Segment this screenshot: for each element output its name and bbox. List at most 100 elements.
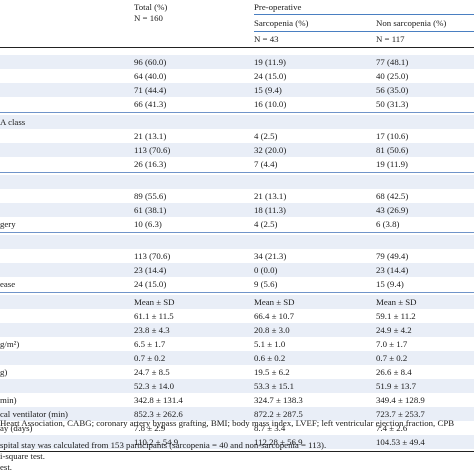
table-row: 64 (40.0) 24 (15.0) 40 (25.0) <box>0 69 474 83</box>
row-label: ease <box>0 279 16 289</box>
total-cell: 96 (60.0) <box>134 57 167 67</box>
total-cell: 113 (70.6) <box>134 251 171 261</box>
total-cell: 6.5 ± 1.7 <box>134 339 166 349</box>
table-row: 0.7 ± 0.2 0.6 ± 0.2 0.7 ± 0.2 <box>0 351 474 365</box>
sarcopenia-cell: 4 (2.5) <box>254 131 278 141</box>
sarcopenia-cell: 324.7 ± 138.3 <box>254 395 303 405</box>
total-cell: 24 (15.0) <box>134 279 167 289</box>
table-row: min) 342.8 ± 131.4 324.7 ± 138.3 349.4 ± 12… <box>0 393 474 407</box>
sarcopenia-cell: 16 (10.0) <box>254 99 287 109</box>
total-cell: 10 (6.3) <box>134 219 162 229</box>
table-row: ease 24 (15.0) 9 (5.6) 15 (9.4) <box>0 277 474 291</box>
total-cell: 24.7 ± 8.5 <box>134 367 170 377</box>
table-row: 23 (14.4) 0 (0.0) 23 (14.4) <box>0 263 474 277</box>
footnote-a: spital stay was calculated from 153 part… <box>0 440 327 450</box>
table-row: 66 (41.3) 16 (10.0) 50 (31.3) <box>0 97 474 111</box>
nonsarcopenia-cell: 104.53 ± 49.4 <box>376 437 425 447</box>
header-preop-rule <box>254 14 474 15</box>
nonsarcopenia-cell: 56 (35.0) <box>376 85 409 95</box>
sarcopenia-cell: 15 (9.4) <box>254 85 282 95</box>
table-bottom-rule <box>0 451 474 452</box>
table-row <box>0 235 474 249</box>
total-cell: 61.1 ± 11.5 <box>134 311 174 321</box>
header-bottom-rule <box>0 47 474 48</box>
nonsarcopenia-cell: 50 (31.3) <box>376 99 409 109</box>
nonsarcopenia-cell: 6 (3.8) <box>376 219 400 229</box>
header-sarcopenia-n: N = 43 <box>254 34 279 44</box>
footnote-c: est. <box>0 462 12 472</box>
nonsarcopenia-cell: 7.0 ± 1.7 <box>376 339 408 349</box>
header-sarcopenia-label: Sarcopenia (%) <box>254 18 309 28</box>
table-row: Mean ± SD Mean ± SD Mean ± SD <box>0 295 474 309</box>
nonsarcopenia-cell: 43 (26.9) <box>376 205 409 215</box>
nonsarcopenia-cell: 81 (50.6) <box>376 145 409 155</box>
section-rule <box>0 232 474 233</box>
sarcopenia-cell: 4 (2.5) <box>254 219 278 229</box>
sarcopenia-cell: 32 (20.0) <box>254 145 287 155</box>
total-cell: 852.3 ± 262.6 <box>134 409 183 419</box>
total-cell: 23 (14.4) <box>134 265 167 275</box>
nonsarcopenia-cell: 68 (42.5) <box>376 191 409 201</box>
sarcopenia-cell: 9 (5.6) <box>254 279 278 289</box>
table-row: 113 (70.6) 32 (20.0) 81 (50.6) <box>0 143 474 157</box>
total-cell: 21 (13.1) <box>134 131 167 141</box>
sarcopenia-cell: 872.2 ± 287.5 <box>254 409 303 419</box>
nonsarcopenia-cell: 79 (49.4) <box>376 251 409 261</box>
sarcopenia-cell: 20.8 ± 3.0 <box>254 325 290 335</box>
total-cell: 71 (44.4) <box>134 85 167 95</box>
sarcopenia-cell: 112.28 ± 56.9 <box>254 437 303 447</box>
sarcopenia-cell: 24 (15.0) <box>254 71 287 81</box>
nonsarcopenia-cell: 17 (10.6) <box>376 131 409 141</box>
row-label: min) <box>0 395 17 405</box>
table-row: 21 (13.1) 4 (2.5) 17 (10.6) <box>0 129 474 143</box>
nonsarcopenia-cell: 40 (25.0) <box>376 71 409 81</box>
section-rule <box>0 112 474 113</box>
total-cell: 23.8 ± 4.3 <box>134 325 170 335</box>
nonsarcopenia-cell: 723.7 ± 253.7 <box>376 409 425 419</box>
header-nonsarcopenia-label: Non sarcopenia (%) <box>376 18 447 28</box>
table-row: 113 (70.6) 34 (21.3) 79 (49.4) <box>0 249 474 263</box>
table-row: 23.8 ± 4.3 20.8 ± 3.0 24.9 ± 4.2 <box>0 323 474 337</box>
nonsarcopenia-cell: 15 (9.4) <box>376 279 404 289</box>
sarcopenia-cell: 0 (0.0) <box>254 265 278 275</box>
total-cell: 52.3 ± 14.0 <box>134 381 175 391</box>
header-preop-label: Pre-operative <box>254 2 302 12</box>
total-cell: Mean ± SD <box>134 297 175 307</box>
table-row: 89 (55.6) 21 (13.1) 68 (42.5) <box>0 189 474 203</box>
header-total-n: N = 160 <box>134 13 163 23</box>
table-row: 96 (60.0) 19 (11.9) 77 (48.1) <box>0 55 474 69</box>
footnote-b: i-square test. <box>0 451 45 461</box>
total-cell: 342.8 ± 131.4 <box>134 395 183 405</box>
sarcopenia-cell: 0.6 ± 0.2 <box>254 353 286 363</box>
table-row: 71 (44.4) 15 (9.4) 56 (35.0) <box>0 83 474 97</box>
total-cell: 61 (38.1) <box>134 205 167 215</box>
header-nonsarcopenia-n: N = 117 <box>376 34 405 44</box>
table-row: 110.2 ± 54.9 112.28 ± 56.9 104.53 ± 49.4 <box>0 435 474 449</box>
nonsarcopenia-cell: 24.9 ± 4.2 <box>376 325 412 335</box>
table-row: 26 (16.3) 7 (4.4) 19 (11.9) <box>0 157 474 171</box>
row-label: cal ventilator (min) <box>0 409 68 419</box>
section-rule <box>0 292 474 293</box>
nonsarcopenia-cell: 51.9 ± 13.7 <box>376 381 417 391</box>
total-cell: 89 (55.6) <box>134 191 167 201</box>
nonsarcopenia-cell: 0.7 ± 0.2 <box>376 353 408 363</box>
table-row: gery 10 (6.3) 4 (2.5) 6 (3.8) <box>0 217 474 231</box>
header-sub-rule <box>254 31 474 32</box>
table-row <box>0 175 474 189</box>
table-row: 61.1 ± 11.5 66.4 ± 10.7 59.1 ± 11.2 <box>0 309 474 323</box>
sarcopenia-cell: 19 (11.9) <box>254 57 286 67</box>
sarcopenia-cell: 8.7 ± 3.4 <box>254 423 286 433</box>
nonsarcopenia-cell: 77 (48.1) <box>376 57 409 67</box>
footnote-abbreviations: Heart Association, CABG; coronary artery… <box>0 418 455 428</box>
nonsarcopenia-cell: 349.4 ± 128.9 <box>376 395 425 405</box>
sarcopenia-cell: 53.3 ± 15.1 <box>254 381 295 391</box>
table-row: g) 24.7 ± 8.5 19.5 ± 6.2 26.6 ± 8.4 <box>0 365 474 379</box>
nonsarcopenia-cell: Mean ± SD <box>376 297 417 307</box>
nonsarcopenia-cell: 23 (14.4) <box>376 265 409 275</box>
total-cell: 66 (41.3) <box>134 99 167 109</box>
total-cell: 113 (70.6) <box>134 145 171 155</box>
row-label: g) <box>0 367 8 377</box>
sarcopenia-cell: 7 (4.4) <box>254 159 278 169</box>
total-cell: 0.7 ± 0.2 <box>134 353 166 363</box>
total-cell: 26 (16.3) <box>134 159 167 169</box>
